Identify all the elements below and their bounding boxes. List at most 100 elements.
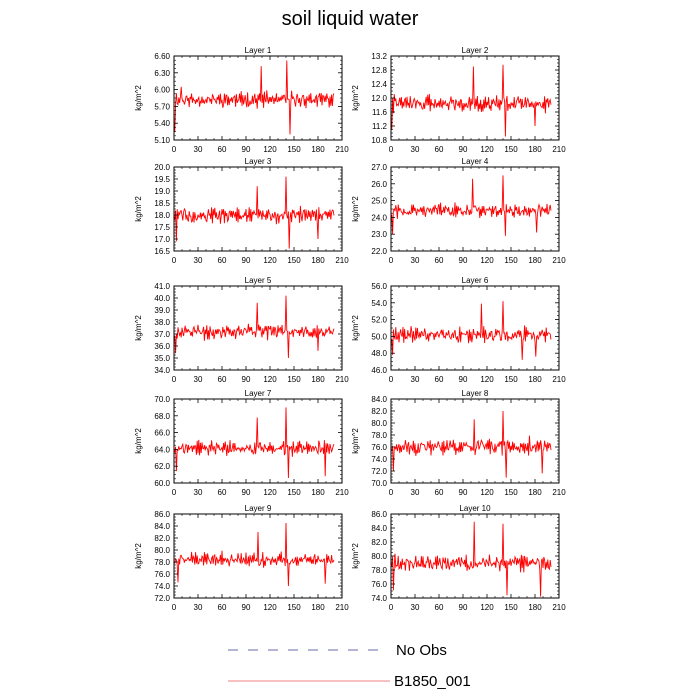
x-tick-label: 210 [335,256,349,265]
x-tick-label: 30 [194,375,203,384]
y-axis-label: kg/m^2 [134,543,143,569]
y-tick-label: 46.0 [371,366,387,375]
panel-layer-6: Layer 6 0 30 60 90 120 150 180 210 46.0 48.0 50.0 52… [351,276,566,384]
x-tick-label: 150 [287,375,301,384]
y-tick-label: 54.0 [371,299,387,308]
y-tick-label: 76.0 [154,570,170,579]
panel-layer-4: Layer 4 0 30 60 90 120 150 180 210 22.0 23.0 24.0 25… [351,157,566,265]
y-tick-label: 68.0 [154,412,170,421]
series-line [174,407,335,479]
y-tick-label: 66.0 [154,429,170,438]
x-tick-label: 120 [480,375,494,384]
x-tick-label: 0 [389,603,394,612]
y-tick-label: 74.0 [371,594,387,603]
x-tick-label: 0 [172,603,177,612]
x-tick-label: 180 [528,603,542,612]
y-tick-label: 41.0 [154,282,170,291]
legend-label-b1850: B1850_001 [394,673,471,690]
plot-frame [173,513,343,599]
y-axis-label: kg/m^2 [134,315,143,341]
y-tick-label: 6.00 [154,86,170,95]
y-tick-label: 12.8 [371,66,387,75]
x-tick-label: 120 [480,145,494,154]
y-tick-label: 74.0 [154,582,170,591]
y-tick-label: 86.0 [371,510,387,519]
y-tick-label: 22.0 [371,247,387,256]
x-tick-label: 0 [172,375,177,384]
page-title: soil liquid water [281,8,419,30]
x-tick-label: 150 [287,145,301,154]
y-tick-label: 74.0 [371,455,387,464]
x-tick-label: 0 [172,145,177,154]
x-tick-label: 90 [459,256,468,265]
x-tick-label: 120 [263,145,277,154]
y-tick-label: 50.0 [371,332,387,341]
y-tick-label: 11.6 [372,108,388,117]
x-tick-label: 30 [194,488,203,497]
panel-title: Layer 4 [462,157,489,166]
x-tick-label: 60 [435,375,444,384]
x-tick-label: 120 [480,488,494,497]
series-line [391,175,552,236]
x-tick-label: 0 [389,375,394,384]
y-tick-label: 39.0 [154,306,170,315]
x-tick-label: 90 [459,488,468,497]
x-tick-label: 90 [242,603,251,612]
x-tick-label: 60 [435,256,444,265]
x-tick-label: 150 [287,603,301,612]
y-tick-label: 78.0 [154,558,170,567]
series-line [391,301,552,360]
y-tick-label: 12.4 [371,80,387,89]
panel-layer-8: Layer 8 0 30 60 90 120 150 180 210 70.0 72.0 74.0 76… [351,389,566,497]
x-tick-label: 150 [504,375,518,384]
y-axis-label: kg/m^2 [134,428,143,454]
y-tick-label: 23.0 [371,230,387,239]
x-tick-label: 90 [242,488,251,497]
x-tick-label: 60 [218,375,227,384]
x-tick-label: 0 [172,256,177,265]
x-tick-label: 30 [411,145,420,154]
x-tick-label: 210 [335,375,349,384]
x-tick-label: 90 [459,603,468,612]
x-tick-label: 210 [335,145,349,154]
series-line [174,176,335,249]
series-line [391,521,552,597]
x-tick-label: 60 [435,145,444,154]
y-axis-label: kg/m^2 [351,543,360,569]
panel-layer-5: Layer 5 0 30 60 90 120 150 180 210 34.0 35.0 36.0 37… [134,276,349,384]
panel-title: Layer 2 [462,46,489,55]
x-tick-label: 30 [194,256,203,265]
y-tick-label: 17.5 [154,223,170,232]
x-tick-label: 0 [389,145,394,154]
panel-title: Layer 5 [245,276,272,285]
y-tick-label: 76.0 [371,580,387,589]
x-tick-label: 0 [389,488,394,497]
y-tick-label: 78.0 [371,431,387,440]
x-tick-label: 90 [459,375,468,384]
panel-title: Layer 9 [245,504,272,513]
panel-layer-9: Layer 9 0 30 60 90 120 150 180 210 72.0 74.0 76.0 78… [134,504,349,612]
x-tick-label: 210 [552,603,566,612]
y-tick-label: 78.0 [371,566,387,575]
y-axis-label: kg/m^2 [134,196,143,222]
x-tick-label: 210 [335,488,349,497]
y-tick-label: 19.0 [154,187,170,196]
panel-title: Layer 8 [462,389,489,398]
x-tick-label: 90 [242,256,251,265]
x-tick-label: 120 [263,488,277,497]
panel-layer-10: Layer 10 0 30 60 90 120 150 180 210 74.0 76.0 78.0 8… [351,504,566,612]
y-tick-label: 82.0 [371,407,387,416]
y-tick-label: 82.0 [371,538,387,547]
panel-title: Layer 6 [462,276,489,285]
y-tick-label: 86.0 [154,510,170,519]
y-tick-label: 5.40 [154,119,170,128]
y-tick-label: 12.0 [371,94,387,103]
y-tick-label: 36.0 [154,342,170,351]
y-tick-label: 27.0 [371,163,387,172]
y-tick-label: 18.0 [154,211,170,220]
x-tick-label: 30 [411,375,420,384]
y-tick-label: 76.0 [371,443,387,452]
x-tick-label: 210 [552,488,566,497]
y-axis-label: kg/m^2 [351,196,360,222]
y-axis-label: kg/m^2 [351,428,360,454]
